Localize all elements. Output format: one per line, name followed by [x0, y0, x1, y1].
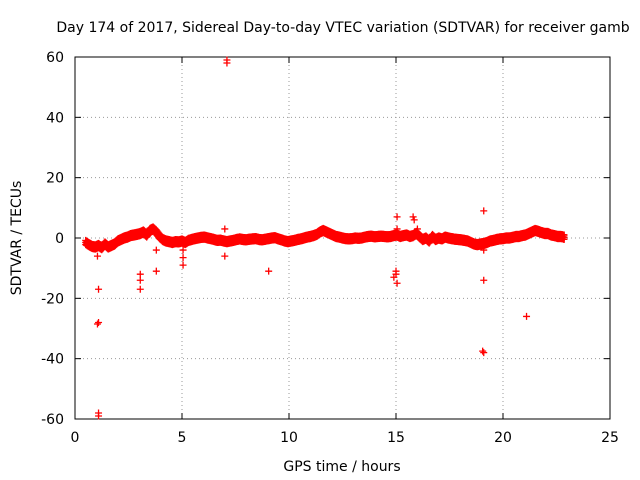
- data-point: [179, 254, 187, 262]
- x-tick-label: 5: [178, 430, 187, 446]
- y-tick-label: -20: [41, 291, 64, 307]
- x-tick-label: 10: [280, 430, 298, 446]
- data-point: [480, 276, 488, 284]
- x-axis-label: GPS time / hours: [283, 459, 400, 475]
- data-point: [480, 246, 488, 254]
- data-point: [479, 347, 487, 355]
- data-point: [560, 235, 568, 243]
- x-tick-label: 20: [494, 430, 512, 446]
- data-point: [93, 252, 101, 260]
- axis-ticks: 0 5 10 15 20 25 -60 -40 -20 0 20 40 60: [41, 50, 619, 446]
- data-points: [82, 56, 568, 420]
- data-point: [179, 246, 187, 254]
- data-point: [179, 261, 187, 269]
- x-tick-label: 15: [387, 430, 405, 446]
- data-point: [480, 207, 488, 215]
- data-point: [95, 285, 103, 293]
- data-point: [409, 213, 417, 221]
- y-tick-label: 0: [55, 231, 64, 247]
- data-point: [480, 349, 488, 357]
- x-tick-label: 0: [71, 430, 80, 446]
- data-point: [390, 273, 398, 281]
- y-tick-label: 60: [46, 50, 64, 66]
- data-point: [413, 225, 421, 233]
- x-tick-label: 25: [601, 430, 619, 446]
- data-point: [152, 267, 160, 275]
- data-point: [136, 285, 144, 293]
- y-tick-label: -40: [41, 352, 64, 368]
- data-point: [93, 320, 101, 328]
- data-point: [410, 216, 418, 224]
- data-point: [265, 267, 273, 275]
- chart-title: Day 174 of 2017, Sidereal Day-to-day VTE…: [56, 20, 629, 36]
- y-tick-label: -60: [41, 412, 64, 428]
- data-point: [523, 312, 531, 320]
- data-point: [221, 252, 229, 260]
- data-point: [136, 276, 144, 284]
- data-point: [393, 225, 401, 233]
- data-point: [221, 225, 229, 233]
- data-point: [136, 270, 144, 278]
- data-point: [393, 213, 401, 221]
- data-point: [95, 318, 103, 326]
- data-point: [223, 59, 231, 67]
- y-tick-label: 20: [46, 171, 64, 187]
- data-point: [393, 279, 401, 287]
- y-tick-label: 40: [46, 110, 64, 126]
- y-axis-label: SDTVAR / TECUs: [9, 181, 25, 296]
- data-point: [152, 246, 160, 254]
- data-point: [95, 412, 103, 420]
